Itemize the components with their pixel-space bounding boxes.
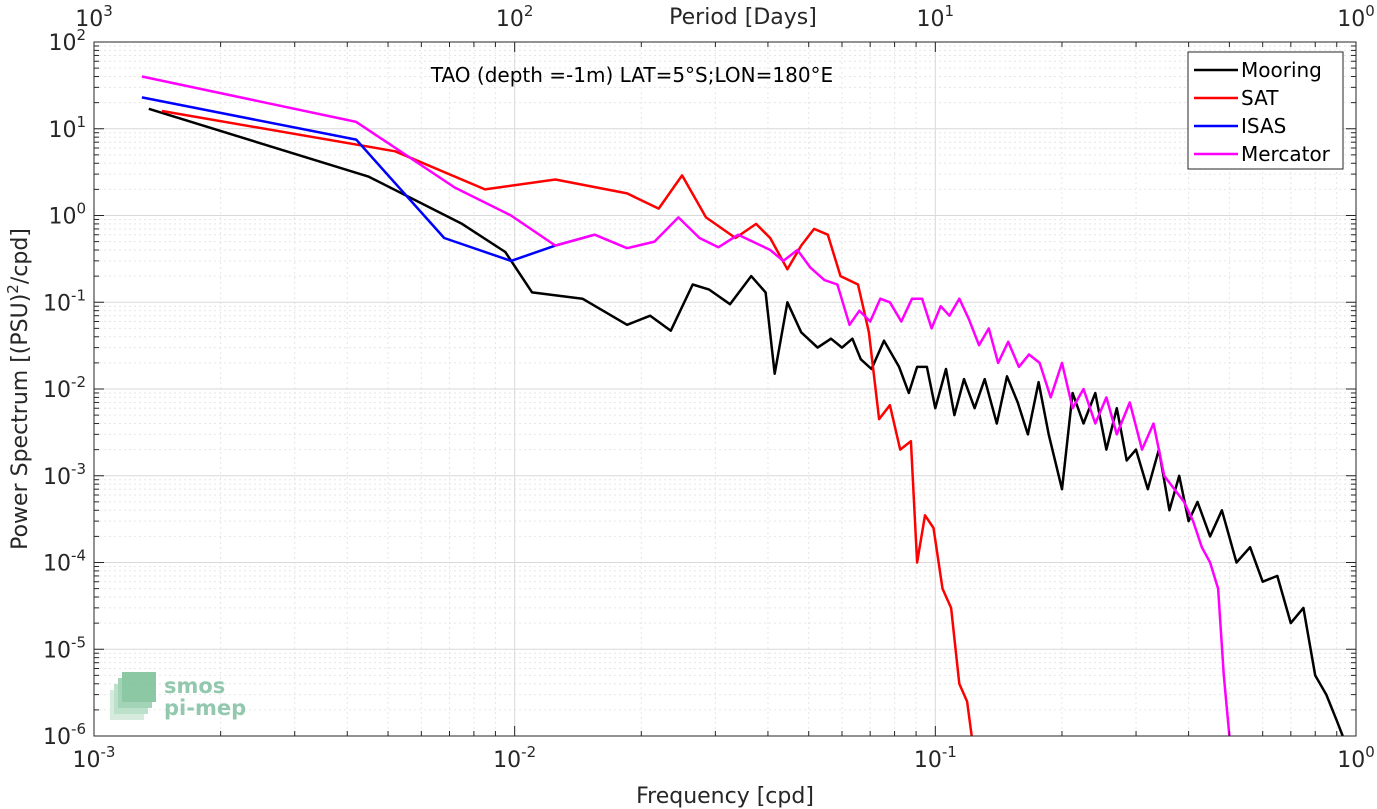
smos-pi-mep-logo: smos pi-mep	[110, 672, 246, 720]
x-tick-label: 10-2	[493, 743, 536, 773]
y-tick-label: 100	[48, 200, 86, 230]
series-line-mooring	[148, 107, 1344, 737]
logo-text-smos: smos	[164, 674, 225, 698]
top-tick-label: 103	[75, 2, 113, 32]
top-tick-label: 101	[917, 2, 955, 32]
series-line-sat	[161, 109, 973, 737]
y-axis-label: Power Spectrum [(PSU)2/cpd]	[4, 228, 33, 550]
y-axis-label-exponent: 2	[4, 284, 22, 294]
y-tick-label: 10-1	[43, 286, 86, 316]
chart-title: TAO (depth =-1m) LAT=5°S;LON=180°E	[430, 63, 833, 87]
top-axis-label: Period [Days]	[669, 5, 817, 30]
minor-grid	[94, 42, 1356, 736]
tick-marks	[93, 41, 1357, 737]
y-tick-label: 102	[48, 26, 86, 56]
series-layer	[141, 75, 1344, 737]
legend-label-isas: ISAS	[1241, 114, 1286, 138]
legend-label-mercator: Mercator	[1241, 142, 1331, 166]
y-tick-label: 10-6	[43, 720, 86, 750]
x-tick-label: 10-1	[914, 743, 957, 773]
x-tick-label: 100	[1337, 743, 1375, 773]
y-tick-label: 10-3	[43, 460, 86, 490]
y-tick-label: 101	[48, 113, 86, 143]
logo-text-pi-mep: pi-mep	[164, 696, 246, 720]
legend-label-sat: SAT	[1241, 86, 1279, 110]
legend: Mooring SAT ISAS Mercator	[1187, 51, 1344, 170]
x-axis-label: Frequency [cpd]	[636, 784, 814, 809]
top-tick-label: 100	[1337, 2, 1375, 32]
legend-box	[1187, 51, 1344, 170]
y-tick-label: 10-4	[43, 547, 86, 577]
y-tick-label: 10-2	[43, 373, 86, 403]
top-tick-label: 102	[496, 2, 534, 32]
logo-layer-4	[122, 672, 156, 702]
legend-label-mooring: Mooring	[1241, 58, 1322, 82]
x-tick-label: 10-3	[73, 743, 116, 773]
series-line-mercator	[141, 75, 1231, 737]
y-axis-label-unit: /cpd]	[8, 228, 33, 284]
y-axis-label-main: Power Spectrum [(PSU)	[8, 294, 33, 550]
y-tick-label: 10-5	[43, 633, 86, 663]
